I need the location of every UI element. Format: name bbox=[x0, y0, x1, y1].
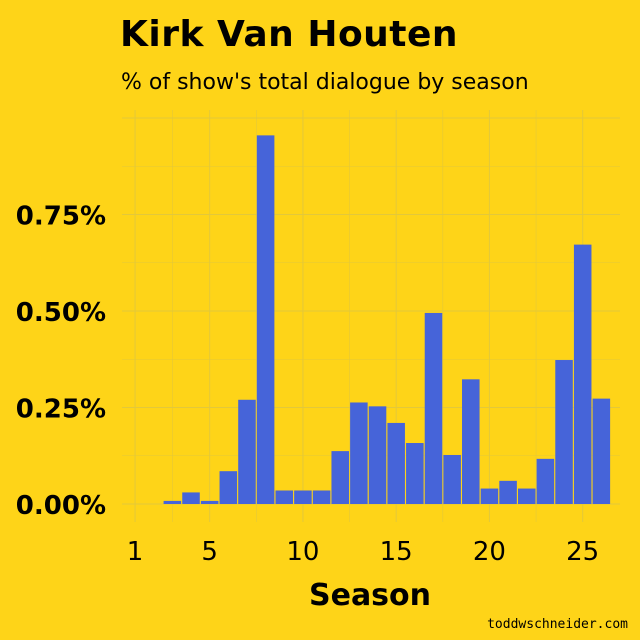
bar-season-16 bbox=[406, 443, 424, 504]
y-tick-labels: 0.00% 0.25% 0.50% 0.75% bbox=[16, 202, 106, 522]
bars bbox=[163, 135, 611, 504]
x-tick-label: 5 bbox=[201, 537, 218, 567]
bar-season-20 bbox=[480, 488, 499, 504]
bar-season-13 bbox=[350, 402, 368, 504]
bar-season-26 bbox=[592, 398, 611, 504]
bar-season-22 bbox=[517, 488, 536, 504]
y-tick-label: 0.50% bbox=[16, 298, 106, 328]
bar-season-9 bbox=[275, 490, 294, 504]
credit-text: toddwschneider.com bbox=[487, 617, 628, 632]
y-tick-label: 0.75% bbox=[16, 202, 106, 232]
bar-season-14 bbox=[368, 406, 387, 504]
bar-season-5 bbox=[200, 500, 219, 504]
chart-subtitle: % of show's total dialogue by season bbox=[121, 70, 529, 95]
bar-season-7 bbox=[238, 399, 256, 504]
bar-season-24 bbox=[555, 360, 573, 504]
bar-season-4 bbox=[182, 492, 200, 504]
x-tick-label: 15 bbox=[380, 537, 413, 567]
y-tick-label: 0.00% bbox=[16, 491, 106, 521]
x-tick-label: 10 bbox=[286, 537, 319, 567]
bar-season-23 bbox=[536, 458, 555, 504]
x-axis-label: Season bbox=[309, 578, 431, 613]
bar-season-21 bbox=[499, 480, 517, 504]
bar-season-8 bbox=[256, 135, 275, 504]
x-tick-label: 1 bbox=[127, 537, 144, 567]
bar-season-3 bbox=[163, 500, 182, 504]
y-tick-label: 0.25% bbox=[16, 395, 106, 425]
bar-season-15 bbox=[387, 422, 405, 504]
chart-title: Kirk Van Houten bbox=[120, 14, 459, 55]
bar-season-10 bbox=[294, 490, 312, 504]
bar-season-18 bbox=[443, 454, 461, 504]
x-tick-labels: 1 5 10 15 20 25 bbox=[127, 537, 599, 567]
bar-season-19 bbox=[462, 379, 480, 504]
bar-season-6 bbox=[219, 471, 238, 504]
x-tick-label: 20 bbox=[473, 537, 506, 567]
bar-season-17 bbox=[424, 312, 443, 504]
bar-season-12 bbox=[331, 451, 349, 504]
bar-season-25 bbox=[573, 244, 592, 504]
bar-season-11 bbox=[312, 490, 331, 504]
x-tick-label: 25 bbox=[566, 537, 599, 567]
